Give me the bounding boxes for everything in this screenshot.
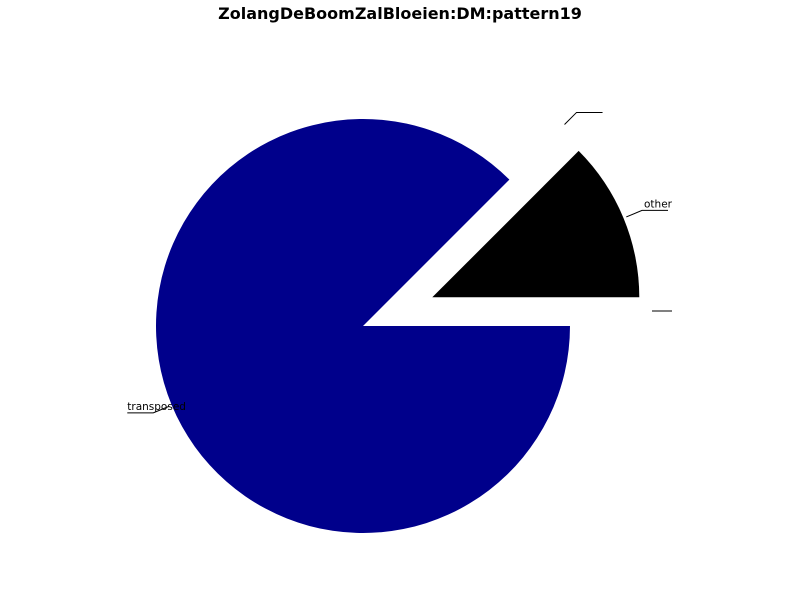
slice-label-other: other bbox=[644, 198, 673, 210]
pie-leader-lines bbox=[127, 111, 672, 414]
pie-labels: other transposed bbox=[127, 198, 672, 412]
leader-line-unlabeled bbox=[564, 111, 603, 125]
slice-label-transposed: transposed bbox=[127, 401, 186, 413]
pie-slice-transposed bbox=[156, 119, 570, 534]
leader-line-other bbox=[626, 209, 669, 218]
leader-line-transposed bbox=[127, 405, 170, 414]
pie-slices bbox=[156, 119, 640, 534]
chart-title: ZolangDeBoomZalBloeien:DM:pattern19 bbox=[218, 4, 582, 23]
pie-slice-other bbox=[432, 150, 640, 298]
